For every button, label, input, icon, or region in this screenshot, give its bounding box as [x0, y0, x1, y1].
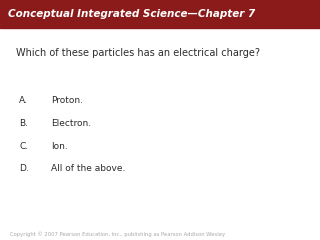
Bar	[0, 0, 320, 28]
Text: C.: C.	[19, 142, 28, 151]
Text: D.: D.	[19, 164, 29, 173]
Text: A.: A.	[19, 96, 28, 105]
Text: Proton.: Proton.	[51, 96, 83, 105]
Text: Conceptual Integrated Science—Chapter 7: Conceptual Integrated Science—Chapter 7	[8, 9, 255, 19]
Text: All of the above.: All of the above.	[51, 164, 125, 173]
Text: Copyright © 2007 Pearson Education, Inc., publishing as Pearson Addison Wesley: Copyright © 2007 Pearson Education, Inc.…	[10, 232, 225, 237]
Text: Electron.: Electron.	[51, 119, 91, 128]
Text: B.: B.	[19, 119, 28, 128]
Text: Which of these particles has an electrical charge?: Which of these particles has an electric…	[16, 48, 260, 58]
Text: Ion.: Ion.	[51, 142, 68, 151]
